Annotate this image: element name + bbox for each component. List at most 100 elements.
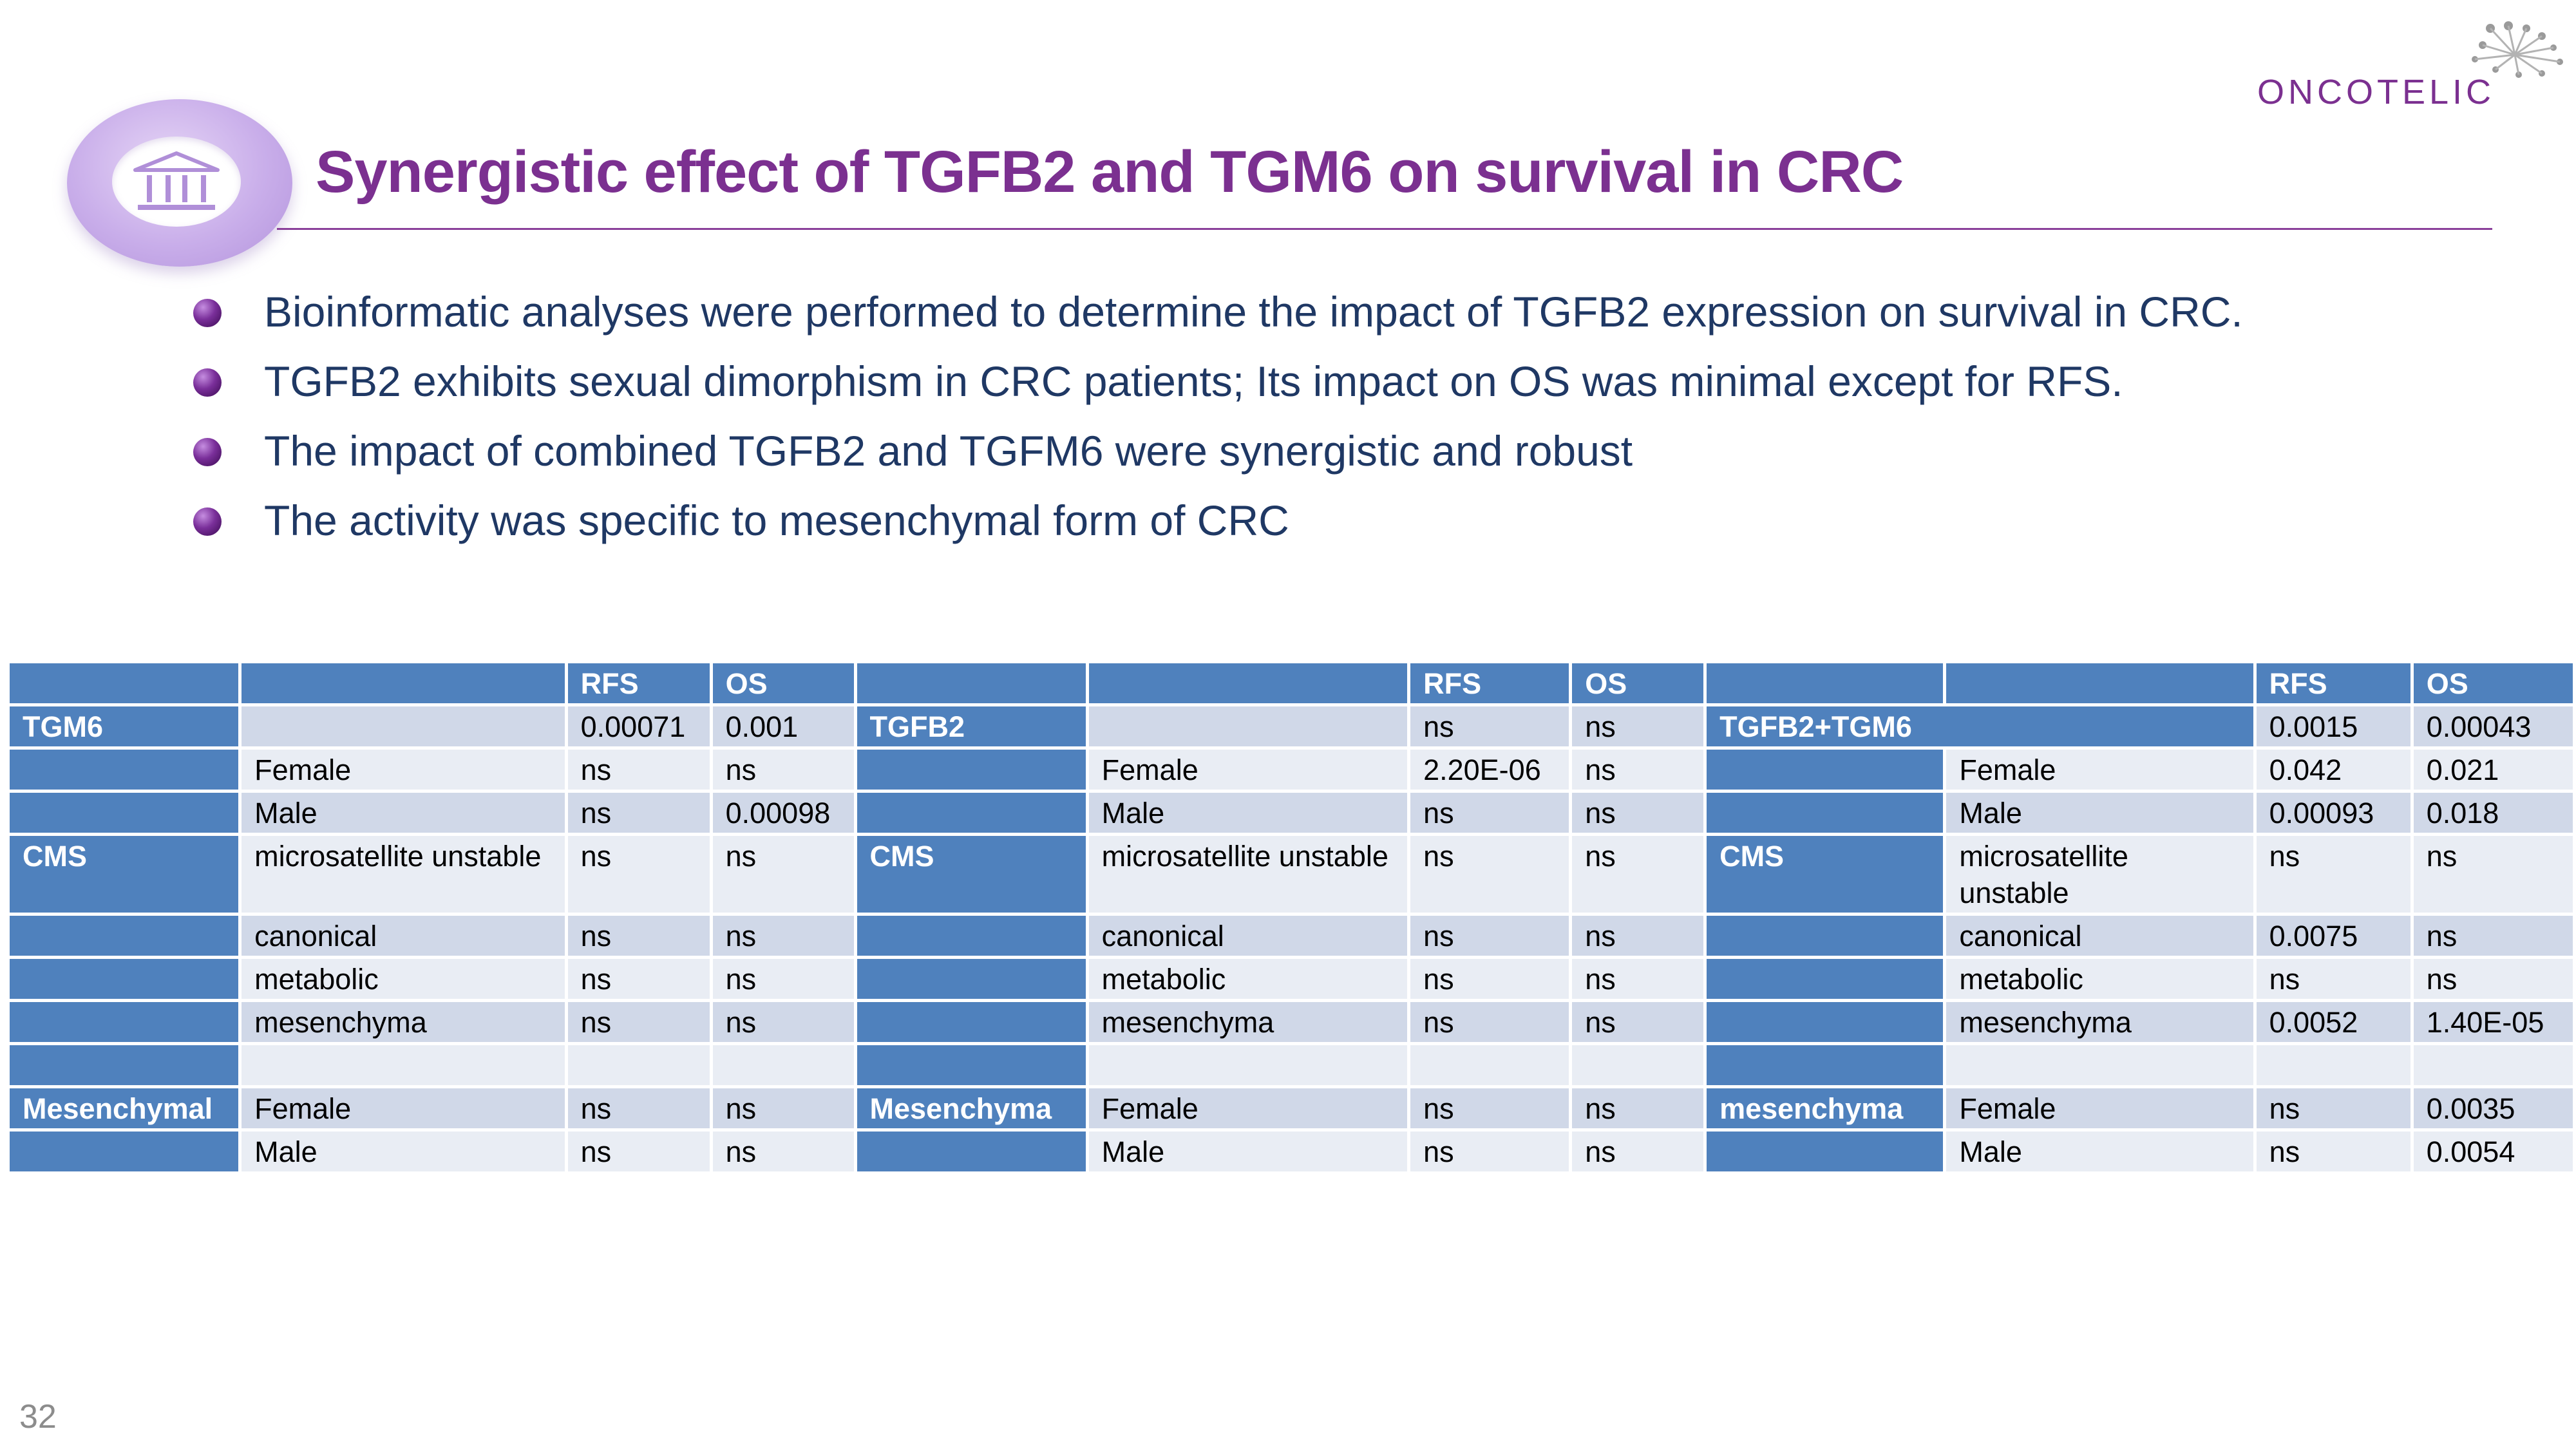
rfs-value: 0.00071 xyxy=(567,706,710,746)
rfs-value: ns xyxy=(2256,959,2410,999)
table-cell xyxy=(857,916,1086,956)
os-value: ns xyxy=(712,750,854,790)
table-cell xyxy=(567,1045,710,1085)
rfs-value: ns xyxy=(1410,836,1569,913)
table-cell xyxy=(1088,1045,1408,1085)
subgroup-label: microsatellite unstable xyxy=(242,836,565,913)
gene-label: TGFB2+TGM6 xyxy=(1707,706,2253,746)
subgroup-label: mesenchyma xyxy=(1088,1002,1408,1042)
subgroup-label: metabolic xyxy=(242,959,565,999)
subgroup-label: Female xyxy=(1088,1088,1408,1128)
page-title: Synergistic effect of TGFB2 and TGM6 on … xyxy=(316,139,1904,205)
table-cell xyxy=(1707,959,1944,999)
brand-logo: ONCOTELIC xyxy=(2257,19,2566,116)
subgroup-label: canonical xyxy=(242,916,565,956)
bullet-dot-icon xyxy=(193,507,222,536)
table-cell xyxy=(1410,1045,1569,1085)
table-row-mesenchyma: mesenchyma ns ns mesenchyma ns ns mesenc… xyxy=(10,1002,2573,1042)
table-cell xyxy=(242,1045,565,1085)
subgroup-label: Female xyxy=(1088,750,1408,790)
rfs-value: 0.0075 xyxy=(2256,916,2410,956)
rfs-value: ns xyxy=(567,836,710,913)
header-rfs: RFS xyxy=(1410,663,1569,703)
survival-table: RFS OS RFS OS RFS OS TGM6 0.00071 0.001 … xyxy=(6,660,2576,1175)
bullet-list: Bioinformatic analyses were performed to… xyxy=(193,277,2243,555)
os-value: ns xyxy=(2413,836,2573,913)
subgroup-label: Male xyxy=(1946,1132,2253,1171)
rfs-value: ns xyxy=(2256,836,2410,913)
bullet-item: Bioinformatic analyses were performed to… xyxy=(193,277,2243,346)
bullet-item: TGFB2 exhibits sexual dimorphism in CRC … xyxy=(193,346,2243,416)
table-cell xyxy=(1088,706,1408,746)
os-value: 0.001 xyxy=(712,706,854,746)
table-row-msi: CMS microsatellite unstable ns ns CMS mi… xyxy=(10,836,2573,913)
subgroup-label: Male xyxy=(1088,1132,1408,1171)
header-cell xyxy=(10,663,239,703)
subgroup-label: Female xyxy=(242,1088,565,1128)
os-value: 0.021 xyxy=(2413,750,2573,790)
bullet-dot-icon xyxy=(193,368,222,397)
os-value: ns xyxy=(712,1132,854,1171)
os-value: 0.00043 xyxy=(2413,706,2573,746)
header-os: OS xyxy=(2413,663,2573,703)
rfs-value: ns xyxy=(1410,793,1569,833)
rfs-value: ns xyxy=(1410,916,1569,956)
rfs-value: 0.00093 xyxy=(2256,793,2410,833)
os-value: ns xyxy=(1572,793,1704,833)
page-number: 32 xyxy=(19,1398,57,1435)
table-cell xyxy=(857,1045,1086,1085)
os-value: ns xyxy=(1572,1088,1704,1128)
table-row-male: Male ns 0.00098 Male ns ns Male 0.00093 … xyxy=(10,793,2573,833)
subgroup-label: canonical xyxy=(1088,916,1408,956)
rfs-value: ns xyxy=(567,750,710,790)
header-cell xyxy=(1088,663,1408,703)
cms-label: CMS xyxy=(10,836,239,913)
bullet-text: The impact of combined TGFB2 and TGFM6 w… xyxy=(264,427,1633,475)
bullet-item: The activity was specific to mesenchymal… xyxy=(193,486,2243,555)
subgroup-label: Female xyxy=(1946,750,2253,790)
table-cell xyxy=(857,1002,1086,1042)
table-cell xyxy=(242,706,565,746)
rfs-value: ns xyxy=(567,1002,710,1042)
table-cell xyxy=(1707,793,1944,833)
subgroup-label: Female xyxy=(1946,1088,2253,1128)
table-cell xyxy=(712,1045,854,1085)
os-value: ns xyxy=(1572,959,1704,999)
subgroup-label: metabolic xyxy=(1946,959,2253,999)
section-logo-badge xyxy=(67,99,292,267)
os-value: 0.0054 xyxy=(2413,1132,2573,1171)
os-value: ns xyxy=(712,916,854,956)
table-cell xyxy=(1707,1002,1944,1042)
subgroup-label: Male xyxy=(1946,793,2253,833)
subgroup-label: Male xyxy=(242,793,565,833)
rfs-value: 0.0052 xyxy=(2256,1002,2410,1042)
os-value: ns xyxy=(712,1002,854,1042)
table-cell xyxy=(2256,1045,2410,1085)
table-header-row: RFS OS RFS OS RFS OS xyxy=(10,663,2573,703)
table-row-overall: TGM6 0.00071 0.001 TGFB2 ns ns TGFB2+TGM… xyxy=(10,706,2573,746)
os-value: ns xyxy=(1572,836,1704,913)
os-value: ns xyxy=(712,959,854,999)
table-row-mes-female: Mesenchymal Female ns ns Mesenchyma Fema… xyxy=(10,1088,2573,1128)
rfs-value: ns xyxy=(1410,706,1569,746)
rfs-value: ns xyxy=(567,1132,710,1171)
rfs-value: ns xyxy=(1410,959,1569,999)
table-cell xyxy=(10,793,239,833)
table-row-female: Female ns ns Female 2.20E-06 ns Female 0… xyxy=(10,750,2573,790)
table-cell xyxy=(10,750,239,790)
subgroup-label: microsatellite unstable xyxy=(1088,836,1408,913)
gene-label: TGFB2 xyxy=(857,706,1086,746)
os-value: ns xyxy=(712,836,854,913)
header-cell xyxy=(1707,663,1944,703)
table-cell xyxy=(857,959,1086,999)
bullet-item: The impact of combined TGFB2 and TGFM6 w… xyxy=(193,416,2243,486)
subgroup-label: canonical xyxy=(1946,916,2253,956)
os-value: 1.40E-05 xyxy=(2413,1002,2573,1042)
rfs-value: 2.20E-06 xyxy=(1410,750,1569,790)
table-cell xyxy=(1707,750,1944,790)
os-value: ns xyxy=(712,1088,854,1128)
mesenchymal-label: Mesenchyma xyxy=(857,1088,1086,1128)
rfs-value: ns xyxy=(2256,1132,2410,1171)
logo-inner-circle xyxy=(112,137,241,227)
header-rfs: RFS xyxy=(567,663,710,703)
